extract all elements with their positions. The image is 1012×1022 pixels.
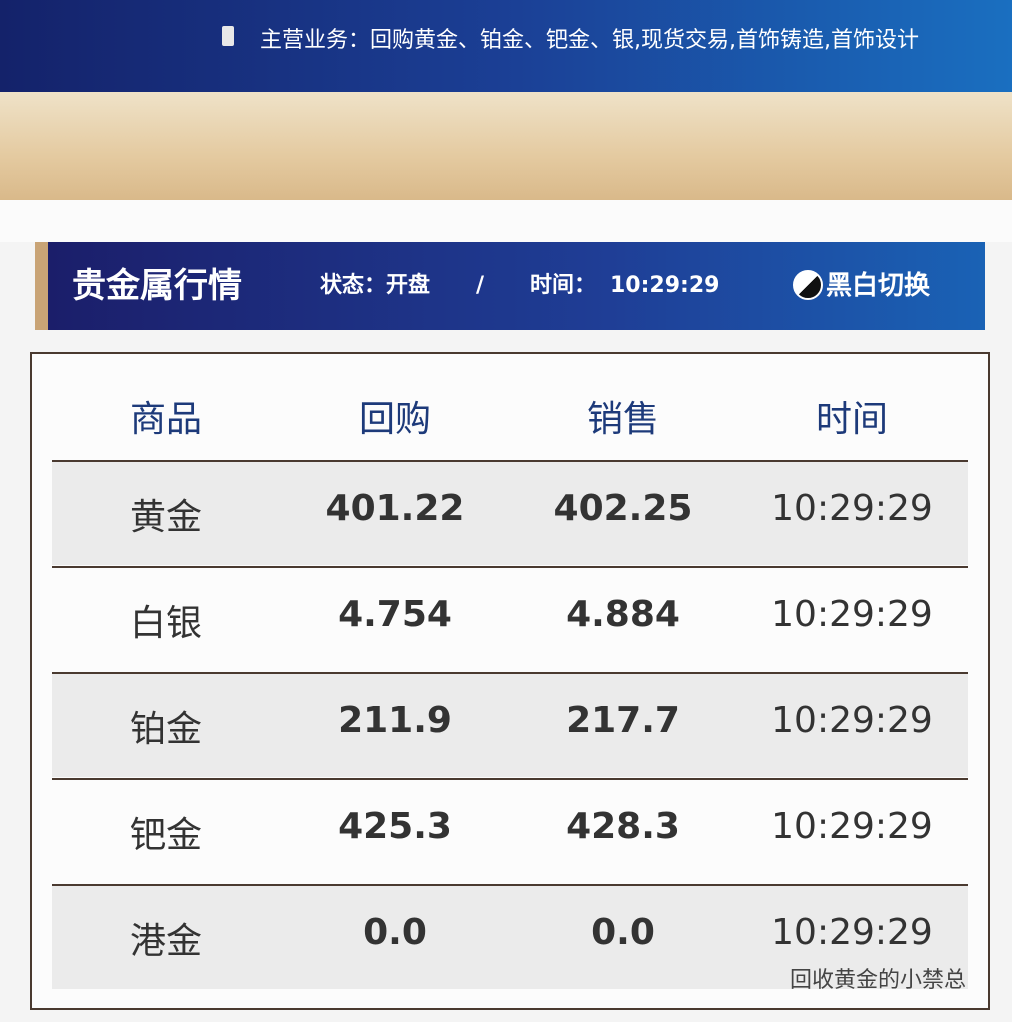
panel-title: 贵金属行情 — [72, 266, 242, 306]
table-cell: 0.0 — [591, 912, 655, 953]
table-cell: 钯金 — [129, 815, 202, 856]
table-cell: 402.25 — [553, 488, 693, 529]
table-cell: 黄金 — [129, 497, 202, 538]
column-header: 回购 — [358, 399, 431, 440]
table-cell: 港金 — [129, 921, 202, 962]
table-cell: 401.22 — [325, 488, 465, 529]
separator: / — [476, 273, 485, 298]
table-cell: 10:29:29 — [771, 806, 933, 847]
table-cell: 铂金 — [129, 709, 202, 750]
table-cell: 428.3 — [566, 806, 680, 847]
table-cell: 10:29:29 — [771, 700, 933, 741]
table-cell: 10:29:29 — [771, 488, 933, 529]
table-row: 港金 0.0 0.0 10:29:29 — [52, 884, 968, 989]
table-cell: 217.7 — [566, 700, 680, 741]
column-header: 销售 — [586, 399, 659, 440]
banner — [0, 92, 1012, 200]
table-cell: 白银 — [129, 603, 202, 644]
table-cell: 0.0 — [363, 912, 427, 953]
panel-header: 贵金属行情 状态：开盘 / 时间： 10:29:29 黑白切换 — [35, 242, 985, 330]
time-label: 时间： — [530, 273, 597, 298]
column-header: 时间 — [815, 399, 888, 440]
time: 10:29:29 — [610, 273, 720, 298]
table-cell: 211.9 — [338, 700, 452, 741]
spacer — [0, 200, 1012, 242]
table-cell: 10:29:29 — [771, 912, 933, 953]
icon — [222, 26, 234, 46]
toggle-button[interactable]: 黑白切换 — [826, 271, 931, 301]
table-row: 钯金 425.3 428.3 10:29:29 — [52, 778, 968, 883]
watermark: 回收黄金的小禁总 — [790, 968, 967, 993]
table-row: 黄金 401.22 402.25 10:29:29 — [52, 460, 968, 565]
status: 状态：开盘 — [320, 273, 431, 298]
business-text: 主营业务：回购黄金、铂金、钯金、银,现货交易,首饰铸造,首饰设计 — [260, 28, 919, 53]
column-header: 商品 — [129, 399, 202, 440]
table-cell: 4.754 — [338, 594, 452, 635]
table-cell: 10:29:29 — [771, 594, 933, 635]
table-row: 白银 4.754 4.884 10:29:29 — [52, 566, 968, 671]
table-cell: 4.884 — [566, 594, 680, 635]
toggle-icon[interactable] — [793, 270, 823, 300]
top-bar: 主营业务：回购黄金、铂金、钯金、银,现货交易,首饰铸造,首饰设计 — [0, 0, 1012, 92]
table-row: 铂金 211.9 217.7 10:29:29 — [52, 672, 968, 777]
table-cell: 425.3 — [338, 806, 452, 847]
price-table: 商品 回购 销售 时间黄金 401.22 402.25 10:29:29 白银 4.754 4.8… — [30, 352, 990, 1010]
